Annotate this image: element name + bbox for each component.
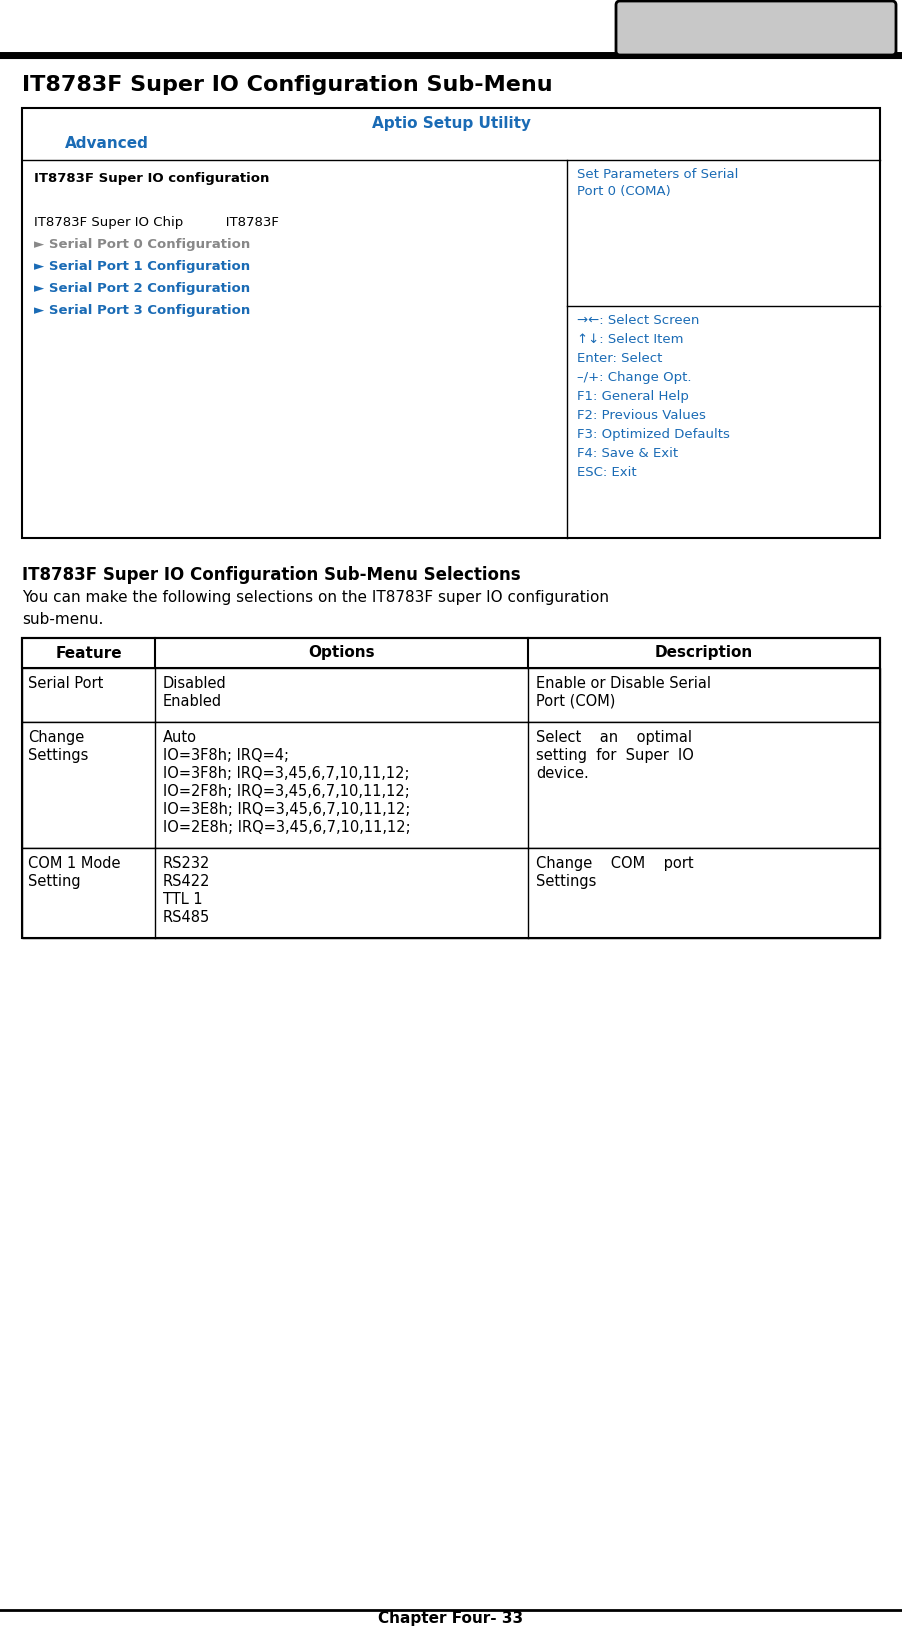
Text: Feature: Feature: [55, 645, 122, 660]
Text: IT8783F Super IO Configuration Sub-Menu Selections: IT8783F Super IO Configuration Sub-Menu …: [22, 567, 520, 585]
Text: IO=2E8h; IRQ=3,45,6,7,10,11,12;: IO=2E8h; IRQ=3,45,6,7,10,11,12;: [163, 821, 410, 835]
Text: IO=3E8h; IRQ=3,45,6,7,10,11,12;: IO=3E8h; IRQ=3,45,6,7,10,11,12;: [163, 803, 410, 817]
Text: device.: device.: [536, 767, 589, 781]
Text: Port (COM): Port (COM): [536, 695, 615, 709]
Text: Settings: Settings: [536, 875, 596, 889]
Text: F2: Previous Values: F2: Previous Values: [577, 408, 705, 421]
Text: Options: Options: [308, 645, 375, 660]
Text: Description: Description: [655, 645, 753, 660]
Text: Aptio Setup Utility: Aptio Setup Utility: [372, 116, 530, 131]
Text: BIOS Setup: BIOS Setup: [699, 20, 814, 38]
Text: ► Serial Port 3 Configuration: ► Serial Port 3 Configuration: [34, 305, 250, 318]
Text: COM 1 Mode: COM 1 Mode: [28, 857, 121, 871]
Bar: [22, 848, 880, 939]
Text: Set Parameters of Serial
Port 0 (COMA): Set Parameters of Serial Port 0 (COMA): [577, 169, 738, 198]
Text: ► Serial Port 1 Configuration: ► Serial Port 1 Configuration: [34, 260, 250, 274]
Text: Settings: Settings: [28, 749, 88, 763]
Text: Select    an    optimal: Select an optimal: [536, 731, 692, 745]
Text: –/+: Change Opt.: –/+: Change Opt.: [577, 370, 691, 383]
Bar: [22, 668, 880, 722]
Text: →←: Select Screen: →←: Select Screen: [577, 313, 699, 326]
Text: IT8783F Super IO Chip          IT8783F: IT8783F Super IO Chip IT8783F: [34, 216, 279, 229]
Text: Enter: Select: Enter: Select: [577, 352, 662, 365]
Text: RS422: RS422: [163, 875, 210, 889]
Text: Change    COM    port: Change COM port: [536, 857, 694, 871]
Text: Enabled: Enabled: [163, 695, 222, 709]
Text: IO=3F8h; IRQ=3,45,6,7,10,11,12;: IO=3F8h; IRQ=3,45,6,7,10,11,12;: [163, 767, 410, 781]
Text: RS485: RS485: [163, 911, 210, 925]
Text: You can make the following selections on the IT8783F super IO configuration: You can make the following selections on…: [22, 590, 609, 604]
Text: setting  for  Super  IO: setting for Super IO: [536, 749, 695, 763]
Text: Change: Change: [28, 731, 84, 745]
Text: ESC: Exit: ESC: Exit: [577, 465, 637, 478]
Text: ► Serial Port 2 Configuration: ► Serial Port 2 Configuration: [34, 282, 250, 295]
Text: Setting: Setting: [28, 875, 80, 889]
Text: F4: Save & Exit: F4: Save & Exit: [577, 447, 678, 460]
Bar: [22, 108, 880, 537]
Text: sub-menu.: sub-menu.: [22, 613, 104, 627]
Text: ↑↓: Select Item: ↑↓: Select Item: [577, 333, 684, 346]
Text: RS232: RS232: [163, 857, 210, 871]
Text: F3: Optimized Defaults: F3: Optimized Defaults: [577, 428, 730, 441]
Text: Enable or Disable Serial: Enable or Disable Serial: [536, 676, 711, 691]
Text: Disabled: Disabled: [163, 676, 226, 691]
Text: IO=3F8h; IRQ=4;: IO=3F8h; IRQ=4;: [163, 749, 289, 763]
Bar: [22, 637, 880, 939]
Text: IO=2F8h; IRQ=3,45,6,7,10,11,12;: IO=2F8h; IRQ=3,45,6,7,10,11,12;: [163, 785, 410, 799]
Bar: [22, 637, 880, 668]
Bar: [22, 722, 880, 848]
Text: Advanced: Advanced: [65, 136, 149, 151]
Text: IT8783F Super IO configuration: IT8783F Super IO configuration: [34, 172, 270, 185]
Text: Auto: Auto: [163, 731, 197, 745]
FancyBboxPatch shape: [616, 2, 896, 56]
Text: Serial Port: Serial Port: [28, 676, 104, 691]
Text: ► Serial Port 0 Configuration: ► Serial Port 0 Configuration: [34, 238, 250, 251]
Text: Chapter Four- 33: Chapter Four- 33: [379, 1610, 523, 1625]
Text: IT8783F Super IO Configuration Sub-Menu: IT8783F Super IO Configuration Sub-Menu: [22, 75, 553, 95]
Text: TTL 1: TTL 1: [163, 893, 203, 907]
Text: F1: General Help: F1: General Help: [577, 390, 689, 403]
